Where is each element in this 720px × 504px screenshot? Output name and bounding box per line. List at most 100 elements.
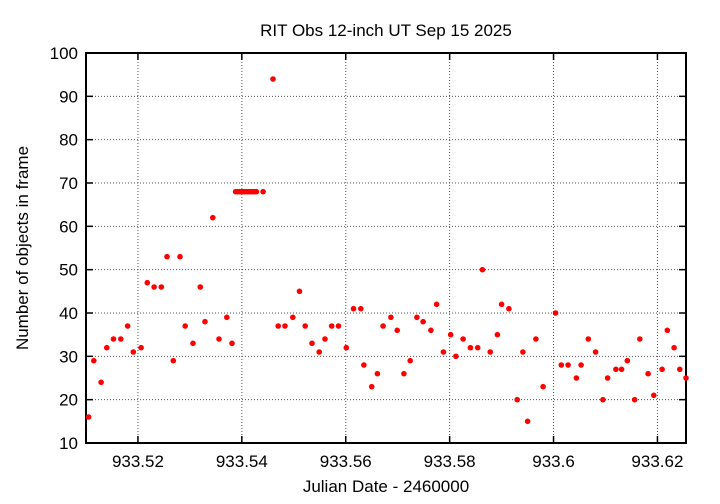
data-point <box>216 336 222 342</box>
data-point <box>585 336 592 342</box>
data-point <box>158 284 165 290</box>
data-point <box>358 305 364 312</box>
data-point <box>110 336 117 342</box>
data-point <box>578 362 584 368</box>
data-point <box>414 314 420 321</box>
data-point <box>487 349 494 355</box>
data-point <box>164 253 170 260</box>
data-point <box>229 340 235 347</box>
data-point <box>453 353 459 360</box>
data-point <box>335 323 342 329</box>
data-point <box>624 357 631 364</box>
data-point <box>138 344 144 351</box>
data-point <box>394 327 401 334</box>
data-point <box>91 357 97 364</box>
data-point <box>514 396 520 403</box>
data-point <box>524 418 531 425</box>
data-point <box>290 314 296 321</box>
x-tick-label: 933.6 <box>532 452 575 471</box>
data-point <box>631 396 638 403</box>
data-point <box>659 366 665 373</box>
data-point <box>474 344 481 351</box>
data-point <box>322 336 328 342</box>
x-tick-label: 933.56 <box>320 452 372 471</box>
data-point <box>275 323 282 329</box>
data-point <box>124 323 131 329</box>
data-point <box>428 327 434 334</box>
data-point <box>604 375 611 381</box>
data-point <box>552 310 559 316</box>
data-point <box>573 375 580 381</box>
y-tick-label: 100 <box>50 44 78 63</box>
data-point <box>600 396 606 403</box>
data-point <box>260 188 266 195</box>
x-tick-label: 933.52 <box>112 452 164 471</box>
y-tick-label: 50 <box>59 261 78 280</box>
data-point <box>618 366 625 373</box>
y-tick-label: 70 <box>59 174 78 193</box>
y-tick-label: 90 <box>59 87 78 106</box>
data-point <box>671 344 677 351</box>
y-tick-label: 10 <box>59 434 78 453</box>
data-point <box>309 340 315 347</box>
data-point <box>479 266 486 273</box>
data-point <box>388 314 394 321</box>
data-point <box>433 301 440 308</box>
data-point <box>151 284 157 290</box>
data-point <box>651 392 657 399</box>
data-point <box>460 336 466 342</box>
data-point <box>540 383 546 390</box>
plot-border <box>85 52 687 444</box>
data-point <box>407 357 414 364</box>
data-point <box>520 349 526 355</box>
data-point <box>380 323 386 329</box>
data-point <box>104 344 110 351</box>
data-point <box>401 370 407 377</box>
data-point <box>592 349 599 355</box>
y-tick-label: 20 <box>59 391 78 410</box>
data-point <box>533 336 539 342</box>
data-point <box>177 253 183 260</box>
x-tick-label: 933.54 <box>216 452 268 471</box>
y-tick-label: 30 <box>59 347 78 366</box>
data-point <box>282 323 288 329</box>
x-axis-title: Julian Date - 2460000 <box>302 477 470 496</box>
data-point <box>202 318 208 325</box>
data-point <box>613 366 619 373</box>
data-point <box>506 305 512 312</box>
data-point <box>420 318 426 325</box>
data-point <box>637 336 643 342</box>
data-point <box>361 362 367 368</box>
data-point <box>368 383 375 390</box>
chart-title: RIT Obs 12-inch UT Sep 15 2025 <box>260 21 512 40</box>
data-point <box>253 188 260 195</box>
data-point <box>328 323 335 329</box>
data-point <box>558 362 565 368</box>
data-point <box>85 414 92 420</box>
data-point <box>296 288 303 295</box>
data-point <box>374 370 381 377</box>
y-tick-label: 80 <box>59 131 78 150</box>
data-point <box>350 305 357 312</box>
data-point <box>224 314 230 321</box>
data-point <box>664 327 671 334</box>
data-point <box>683 375 689 381</box>
data-point <box>440 349 447 355</box>
data-point <box>182 323 188 329</box>
data-point <box>130 349 137 355</box>
data-point <box>494 331 501 338</box>
data-point <box>565 362 571 368</box>
data-point <box>498 301 505 308</box>
x-tick-label: 933.62 <box>631 452 683 471</box>
y-tick-label: 40 <box>59 304 78 323</box>
data-point <box>170 357 177 364</box>
data-point <box>447 331 454 338</box>
data-point <box>343 344 350 351</box>
data-point <box>118 336 124 342</box>
data-point <box>316 349 323 355</box>
data-point <box>197 284 204 290</box>
data-point <box>98 379 104 386</box>
y-tick-label: 60 <box>59 217 78 236</box>
